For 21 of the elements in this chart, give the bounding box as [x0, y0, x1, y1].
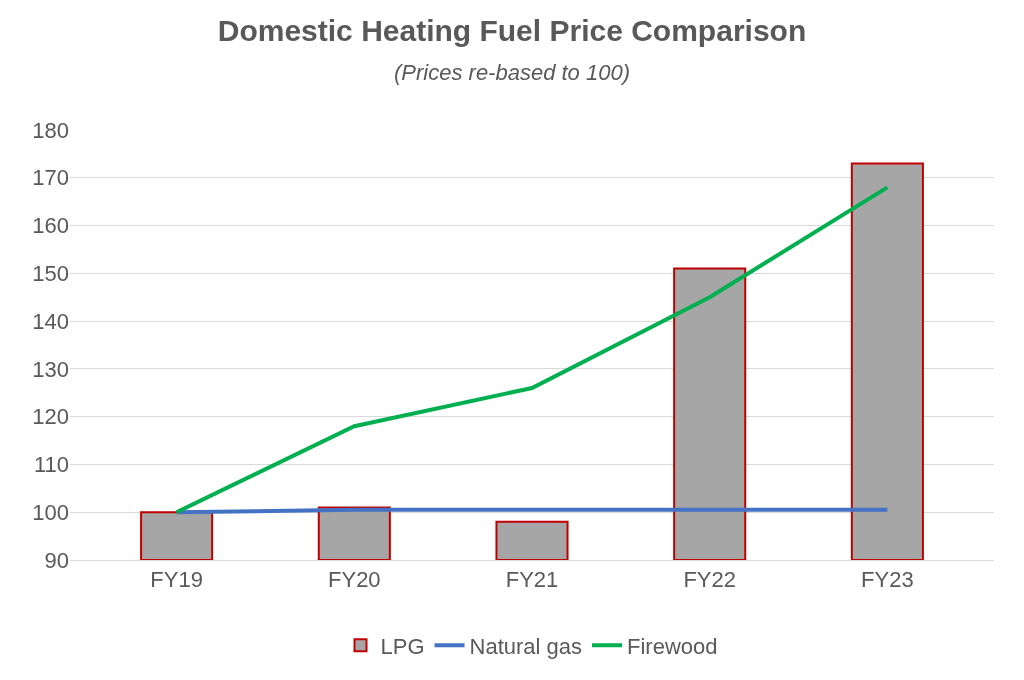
chart-subtitle: (Prices re-based to 100) [394, 59, 630, 85]
legend-label: LPG [380, 633, 425, 659]
legend-label: Firewood [627, 633, 718, 659]
x-tick-label: FY22 [683, 567, 736, 593]
x-tick-label: FY19 [150, 567, 203, 593]
y-tick-label: 100 [32, 499, 69, 525]
x-tick-label: FY20 [328, 567, 381, 593]
line-series [174, 185, 890, 515]
y-tick-label: 140 [32, 308, 69, 334]
y-tick-label: 160 [32, 213, 69, 239]
y-tick-label: 170 [32, 165, 69, 191]
x-tick-label: FY23 [861, 567, 914, 593]
y-tick-label: 120 [32, 404, 69, 430]
y-tick-label: 130 [32, 356, 69, 382]
chart-title: Domestic Heating Fuel Price Comparison [217, 13, 807, 47]
y-tick-label: 110 [33, 452, 69, 478]
y-tick-label: 150 [32, 261, 69, 287]
y-tick-label: 90 [44, 547, 69, 573]
legend-label: Natural gas [469, 633, 583, 659]
x-tick-label: FY21 [505, 567, 559, 593]
y-tick-label: 180 [32, 117, 69, 143]
